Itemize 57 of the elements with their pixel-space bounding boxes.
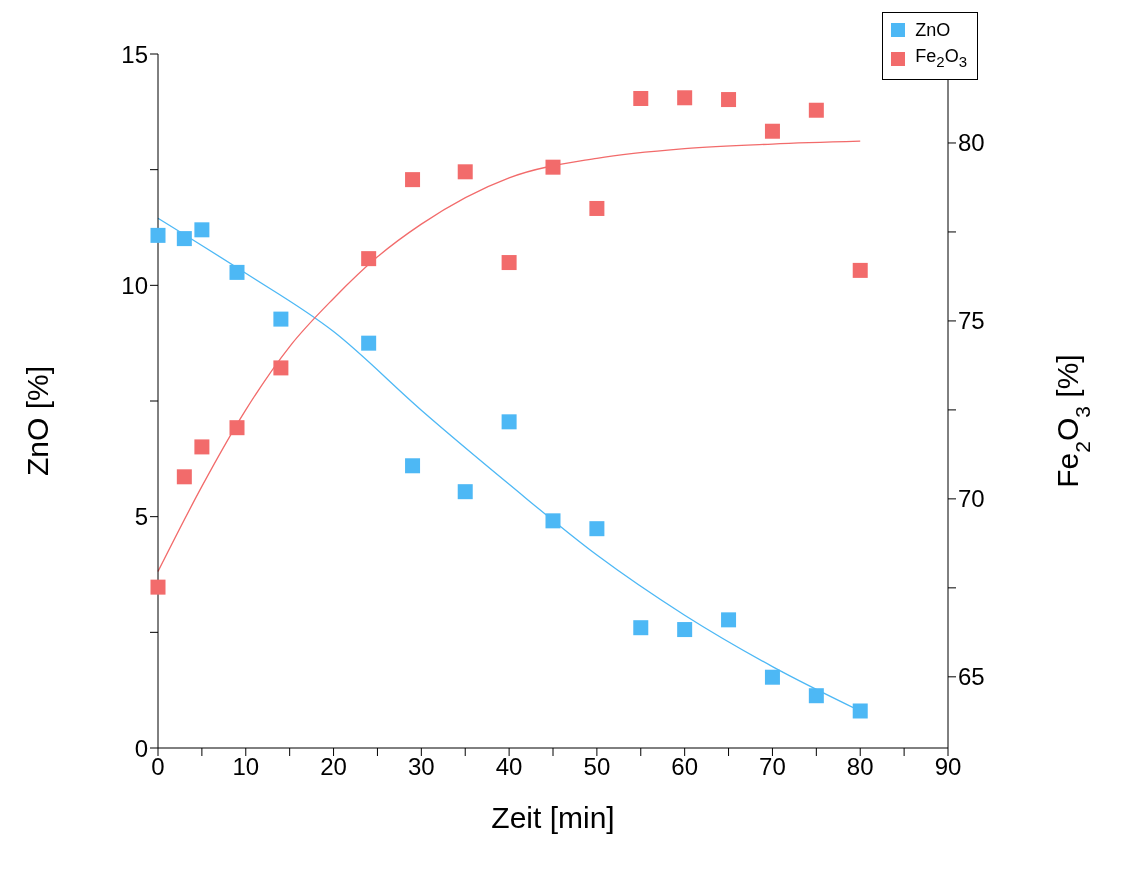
point	[545, 159, 561, 175]
point	[176, 231, 192, 247]
x-tick-label: 60	[671, 753, 699, 781]
legend-label: ZnO	[915, 19, 951, 42]
point	[677, 622, 693, 638]
x-tick-label: 0	[151, 753, 165, 781]
point	[721, 92, 737, 108]
point	[405, 172, 421, 188]
y-tick-label: 5	[134, 503, 148, 531]
point	[361, 335, 377, 351]
x-tick-label: 20	[320, 753, 347, 781]
x-tick-label: 40	[495, 753, 523, 781]
x-tick-label: 10	[232, 753, 260, 781]
x-tick-label: 30	[407, 753, 435, 781]
point	[852, 703, 868, 719]
point	[501, 255, 517, 271]
point	[150, 227, 166, 243]
point	[194, 439, 210, 455]
point	[194, 222, 210, 238]
point	[764, 669, 780, 685]
point	[764, 123, 780, 139]
line-series	[157, 140, 861, 573]
point	[589, 521, 605, 537]
y-tick-label: 15	[121, 40, 148, 68]
y-tick-label: 0	[134, 734, 148, 762]
point	[176, 469, 192, 485]
point	[361, 251, 377, 267]
x-tick-label: 70	[759, 753, 786, 781]
point	[273, 311, 289, 327]
point	[808, 102, 824, 118]
y2-tick-label: 70	[958, 485, 985, 513]
y2-tick-label: 75	[958, 307, 985, 335]
point	[677, 90, 693, 106]
x-tick-label: 80	[846, 753, 874, 781]
x-axis-title: Zeit [min]	[491, 801, 615, 834]
y2-tick-label: 80	[958, 129, 985, 157]
point	[808, 688, 824, 704]
point	[457, 164, 473, 180]
point	[405, 458, 421, 474]
point	[457, 484, 473, 500]
point	[229, 264, 245, 280]
point	[589, 200, 605, 216]
y-axis-title: ZnO [%]	[21, 365, 54, 477]
y-tick-label: 10	[121, 271, 148, 299]
point	[150, 579, 166, 595]
point	[273, 360, 289, 376]
point	[633, 620, 649, 636]
point	[721, 612, 737, 628]
point	[545, 513, 561, 529]
point	[852, 262, 868, 278]
y2-tick-label: 65	[958, 663, 985, 691]
point	[501, 414, 517, 430]
point	[633, 90, 649, 106]
point	[229, 420, 245, 436]
x-tick-label: 50	[583, 753, 611, 781]
x-tick-label: 90	[934, 753, 962, 781]
legend-label: Fe$_{2}$O$_{3}$	[915, 45, 967, 72]
